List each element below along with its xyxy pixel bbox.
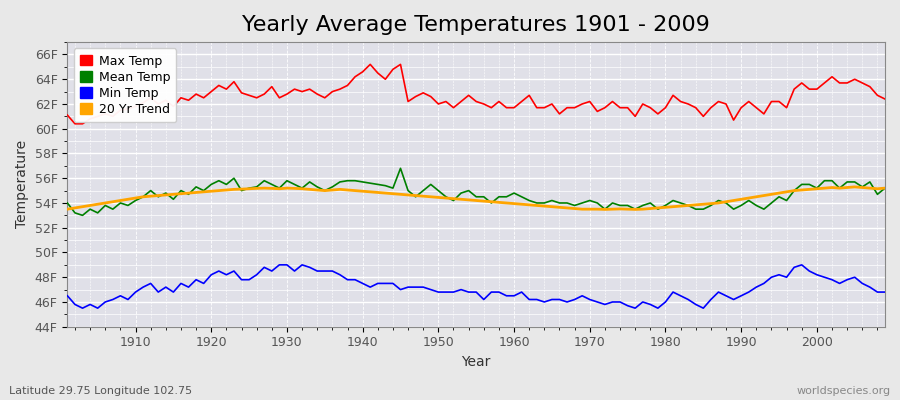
Mean Temp bbox=[517, 194, 527, 199]
Max Temp bbox=[615, 105, 626, 110]
Y-axis label: Temperature: Temperature bbox=[15, 140, 29, 228]
Text: Latitude 29.75 Longitude 102.75: Latitude 29.75 Longitude 102.75 bbox=[9, 386, 192, 396]
20 Yr Trend bbox=[879, 186, 890, 190]
Min Temp bbox=[615, 300, 626, 304]
Max Temp bbox=[517, 99, 527, 104]
Min Temp bbox=[77, 306, 88, 310]
20 Yr Trend bbox=[335, 187, 346, 192]
Mean Temp bbox=[77, 213, 88, 218]
X-axis label: Year: Year bbox=[462, 355, 490, 369]
Mean Temp bbox=[879, 186, 890, 190]
Mean Temp bbox=[130, 198, 141, 203]
Mean Temp bbox=[615, 203, 626, 208]
Text: worldspecies.org: worldspecies.org bbox=[796, 386, 891, 396]
Min Temp bbox=[524, 297, 535, 302]
Min Temp bbox=[274, 262, 284, 267]
Mean Temp bbox=[524, 198, 535, 203]
Min Temp bbox=[130, 290, 141, 294]
Max Temp bbox=[342, 83, 353, 88]
Line: Min Temp: Min Temp bbox=[68, 265, 885, 308]
Title: Yearly Average Temperatures 1901 - 2009: Yearly Average Temperatures 1901 - 2009 bbox=[242, 15, 710, 35]
20 Yr Trend bbox=[289, 186, 300, 191]
Max Temp bbox=[69, 121, 80, 126]
Max Temp bbox=[62, 113, 73, 118]
Legend: Max Temp, Mean Temp, Min Temp, 20 Yr Trend: Max Temp, Mean Temp, Min Temp, 20 Yr Tre… bbox=[74, 48, 176, 122]
Min Temp bbox=[517, 290, 527, 294]
20 Yr Trend bbox=[62, 207, 73, 212]
Mean Temp bbox=[342, 178, 353, 183]
Max Temp bbox=[879, 97, 890, 102]
Line: Max Temp: Max Temp bbox=[68, 64, 885, 124]
Min Temp bbox=[879, 290, 890, 294]
20 Yr Trend bbox=[501, 200, 512, 205]
20 Yr Trend bbox=[508, 201, 519, 206]
Max Temp bbox=[364, 62, 375, 67]
Max Temp bbox=[297, 89, 308, 94]
Mean Temp bbox=[297, 186, 308, 190]
20 Yr Trend bbox=[850, 184, 860, 189]
Min Temp bbox=[304, 265, 315, 270]
Line: 20 Yr Trend: 20 Yr Trend bbox=[68, 187, 885, 210]
Min Temp bbox=[62, 293, 73, 298]
Max Temp bbox=[130, 104, 141, 109]
Mean Temp bbox=[62, 200, 73, 205]
Mean Temp bbox=[395, 166, 406, 171]
20 Yr Trend bbox=[122, 197, 133, 202]
20 Yr Trend bbox=[599, 207, 610, 212]
Max Temp bbox=[524, 93, 535, 98]
Line: Mean Temp: Mean Temp bbox=[68, 168, 885, 215]
20 Yr Trend bbox=[608, 207, 618, 212]
Min Temp bbox=[350, 277, 361, 282]
